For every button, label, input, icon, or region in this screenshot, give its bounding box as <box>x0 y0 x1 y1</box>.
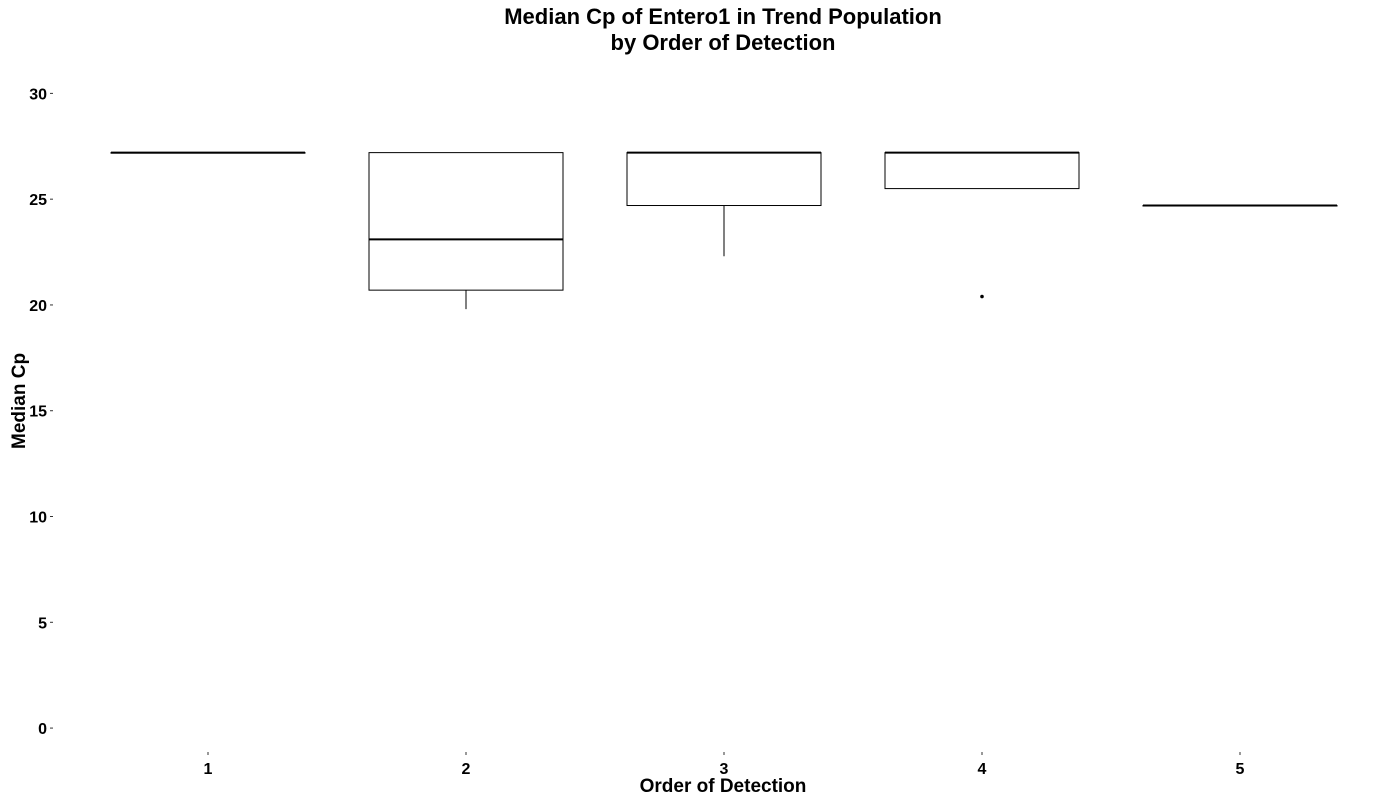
y-tick-label: 15 <box>29 404 47 421</box>
box <box>626 152 822 207</box>
x-tick-label: 4 <box>978 761 987 778</box>
x-tick-label: 2 <box>462 761 471 778</box>
y-tick-label: 20 <box>29 298 47 315</box>
outlier-point <box>980 294 984 299</box>
y-tick-label: 25 <box>29 192 47 209</box>
y-tick-label: 30 <box>29 86 47 103</box>
x-tick-label: 5 <box>1236 761 1245 778</box>
y-tick-label: 10 <box>29 510 47 527</box>
box <box>368 152 564 291</box>
x-axis-label: Order of Detection <box>639 776 807 797</box>
box <box>884 152 1080 190</box>
y-tick-label: 0 <box>38 721 47 738</box>
chart-title: Median Cp of Entero1 in Trend Population <box>504 4 942 29</box>
x-tick-label: 3 <box>720 761 729 778</box>
x-tick-label: 1 <box>204 761 213 778</box>
chart-subtitle: by Order of Detection <box>610 30 836 55</box>
y-axis-label: Median Cp <box>9 352 30 449</box>
y-tick-label: 5 <box>38 615 47 632</box>
